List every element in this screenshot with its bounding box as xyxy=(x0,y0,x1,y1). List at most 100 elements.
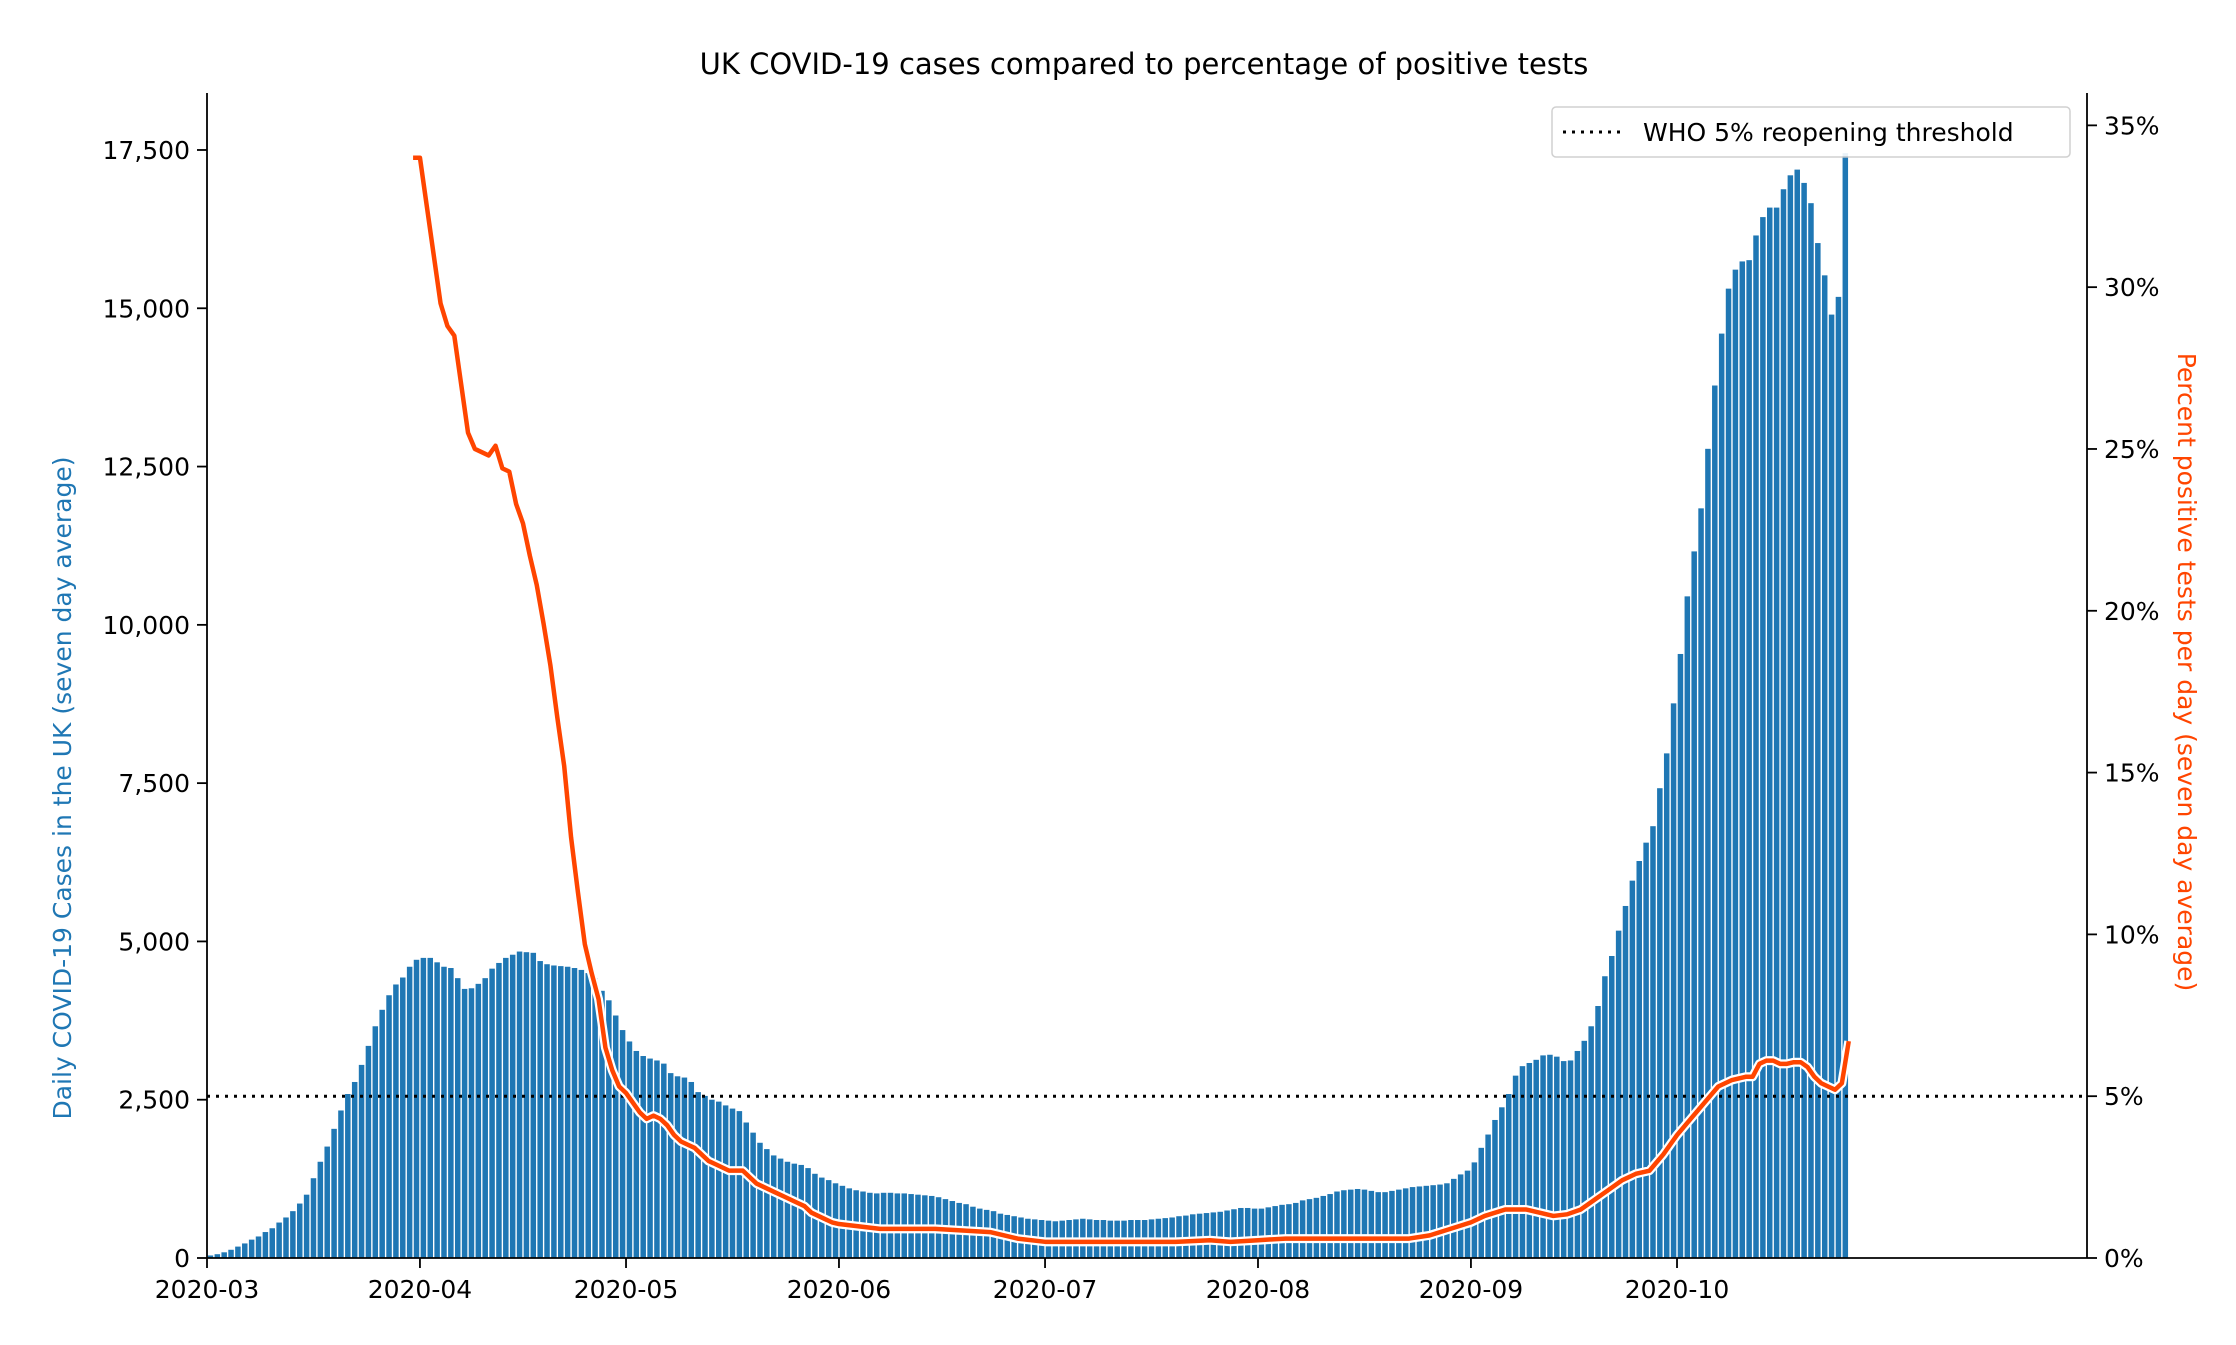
case-bar xyxy=(537,961,543,1258)
case-bar xyxy=(592,978,598,1258)
case-bar xyxy=(331,1128,337,1258)
case-bar xyxy=(1512,1075,1519,1258)
case-bar xyxy=(1430,1185,1436,1258)
case-bar xyxy=(1670,703,1677,1258)
case-bar xyxy=(1293,1202,1299,1258)
case-bar xyxy=(1402,1188,1409,1258)
case-bar xyxy=(248,1239,255,1258)
case-bar xyxy=(1581,1040,1588,1258)
case-bar xyxy=(290,1211,296,1258)
case-bar xyxy=(434,962,440,1258)
case-bar xyxy=(791,1163,798,1258)
case-bar xyxy=(1767,207,1773,1259)
legend: WHO 5% reopening threshold xyxy=(1551,106,2071,158)
case-bar xyxy=(667,1073,674,1258)
case-bar xyxy=(1423,1185,1430,1258)
case-bar xyxy=(454,978,461,1258)
case-bar xyxy=(626,1041,633,1258)
case-bar xyxy=(242,1243,248,1258)
case-bar xyxy=(1416,1186,1423,1258)
case-bars xyxy=(207,153,1849,1259)
case-bar xyxy=(1657,788,1663,1258)
case-bar xyxy=(1615,930,1622,1258)
case-bar xyxy=(496,962,502,1258)
case-bar xyxy=(448,968,454,1258)
case-bar xyxy=(461,988,468,1258)
case-bar xyxy=(324,1146,330,1258)
case-bar xyxy=(1299,1200,1306,1258)
case-bar xyxy=(551,965,557,1258)
case-bar xyxy=(1375,1192,1381,1258)
case-bar xyxy=(1691,551,1697,1258)
case-bar xyxy=(1622,905,1629,1258)
right-y-tick-label: 25% xyxy=(2104,435,2160,464)
case-bar xyxy=(716,1101,722,1258)
case-bar xyxy=(1842,153,1849,1258)
right-y-tick-label: 35% xyxy=(2104,111,2160,140)
case-bar xyxy=(1210,1212,1217,1258)
case-bar xyxy=(736,1111,743,1258)
x-tick-label: 2020-04 xyxy=(368,1275,472,1304)
case-bar xyxy=(1320,1195,1326,1258)
case-bar xyxy=(709,1099,715,1258)
right-y-tick-label: 15% xyxy=(2104,759,2160,788)
case-bar xyxy=(310,1178,317,1258)
case-bar xyxy=(523,952,530,1258)
case-bar xyxy=(1272,1206,1278,1258)
case-bar xyxy=(1567,1060,1574,1258)
case-bar xyxy=(468,988,475,1258)
case-bar xyxy=(441,966,447,1258)
case-bar xyxy=(1574,1050,1581,1258)
case-bar xyxy=(1677,653,1684,1258)
left-y-tick-label: 7,500 xyxy=(118,769,190,798)
case-bar xyxy=(729,1108,736,1258)
case-bar xyxy=(1505,1094,1512,1258)
case-bar xyxy=(1327,1194,1333,1258)
case-bar xyxy=(750,1132,756,1258)
case-bar xyxy=(1643,842,1649,1258)
case-bar xyxy=(1718,333,1725,1259)
case-bar xyxy=(654,1060,660,1258)
case-bar xyxy=(235,1246,241,1258)
case-bar xyxy=(681,1077,688,1258)
case-bar xyxy=(1306,1199,1313,1258)
case-bar xyxy=(1533,1059,1539,1258)
case-bar xyxy=(1828,314,1835,1259)
percent-positive-line-path xyxy=(413,155,1851,1245)
case-bar xyxy=(1794,169,1800,1259)
case-bar xyxy=(1258,1208,1265,1258)
left-y-axis-ticks: 0 2,500 5,000 7,500 10,000 12,500 15,000 17,500 xyxy=(103,136,207,1273)
case-bar xyxy=(1492,1119,1498,1258)
case-bar xyxy=(1595,1006,1601,1258)
case-bar xyxy=(1224,1210,1230,1258)
case-bar xyxy=(1231,1209,1237,1258)
case-bar xyxy=(1313,1197,1320,1258)
case-bar xyxy=(1251,1208,1258,1258)
x-axis-ticks: 2020-03 2020-04 2020-05 2020-06 2020-07 2020-… xyxy=(155,1258,1729,1304)
case-bar xyxy=(427,957,433,1258)
case-bar xyxy=(372,1026,379,1258)
case-bar xyxy=(1684,596,1691,1258)
case-bar xyxy=(688,1081,695,1258)
case-bar xyxy=(1265,1207,1272,1258)
case-bar xyxy=(1238,1207,1244,1258)
case-bar xyxy=(743,1122,749,1258)
case-bar xyxy=(612,1015,619,1258)
case-bar xyxy=(214,1254,221,1258)
case-bar xyxy=(1663,753,1670,1258)
case-bar xyxy=(1464,1170,1471,1259)
case-bar xyxy=(255,1236,262,1258)
x-tick-label: 2020-09 xyxy=(1419,1275,1523,1304)
case-bar xyxy=(674,1076,681,1258)
left-y-axis-label: Daily COVID-19 Cases in the UK (seven da… xyxy=(48,456,77,1119)
left-y-tick-label: 10,000 xyxy=(103,611,190,640)
case-bar xyxy=(317,1161,324,1258)
case-bar xyxy=(262,1232,269,1258)
case-bar xyxy=(1780,189,1787,1259)
case-bar xyxy=(1457,1174,1464,1258)
case-bar xyxy=(503,957,509,1258)
case-bar xyxy=(1519,1066,1526,1258)
case-bar xyxy=(1499,1107,1505,1258)
case-bar xyxy=(722,1105,729,1258)
